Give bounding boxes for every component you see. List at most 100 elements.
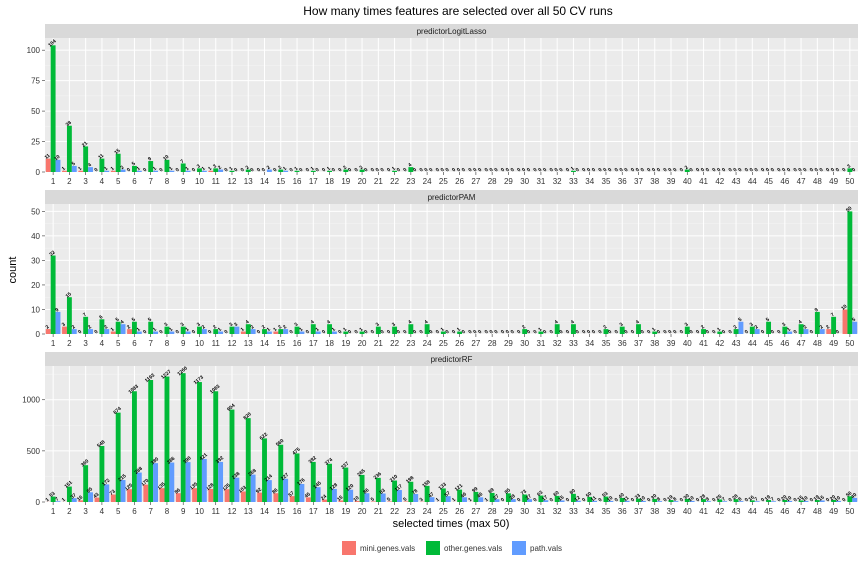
data-label: 227 [280,472,290,482]
data-label: 5 [370,496,376,503]
data-label: 4 [87,162,93,169]
data-label: 1 [61,497,67,504]
bar-other.genes.vals [749,500,755,502]
x-tick-label: 8 [165,339,170,348]
data-label: 1 [207,166,213,173]
bar-other.genes.vals [375,326,381,334]
data-label: 0 [728,167,734,174]
data-label: 0 [732,167,738,174]
data-label: 7 [180,158,186,165]
data-label: 10 [606,495,614,503]
data-label: 0 [493,329,499,336]
bar-path.vals [819,329,825,334]
x-tick-label: 18 [325,507,334,516]
data-label: 0 [240,167,246,174]
data-label: 0 [721,167,727,174]
data-label: 2 [602,324,608,331]
data-label: 15 [336,494,344,502]
bar-path.vals [153,463,159,502]
bar-path.vals [787,500,793,502]
data-label: 0 [744,497,750,504]
data-label: 3 [293,322,299,329]
data-label: 15 [557,494,565,502]
data-label: 30 [683,493,691,501]
data-label: 16 [748,494,756,502]
data-label: 12 [574,495,582,503]
data-label: 0 [797,167,803,174]
data-label: 8 [672,496,678,503]
x-tick-label: 21 [374,507,383,516]
data-label: 0 [597,497,603,504]
data-label: 5 [851,317,857,324]
data-label: 1 [716,326,722,333]
bar-other.genes.vals [66,125,72,172]
bar-other.genes.vals [327,170,332,172]
data-label: 0 [321,329,327,336]
x-tick-label: 49 [829,507,838,516]
data-label: 0 [445,329,451,336]
panel-strip-label: predictorPAM [428,193,476,202]
x-tick-label: 32 [553,177,562,186]
x-tick-label: 30 [520,507,529,516]
data-label: 2 [212,324,218,331]
data-label: 2 [277,164,283,171]
data-label: 7 [721,496,727,503]
bar-other.genes.vals [359,474,365,502]
data-label: 172 [101,478,111,488]
legend-swatch [512,541,526,555]
bar-path.vals [754,329,760,334]
data-label: 80 [569,488,577,496]
bar-path.vals [640,500,646,502]
data-label: 6 [98,314,104,321]
data-label: 3 [749,322,755,329]
bar-other.genes.vals [766,321,772,334]
data-label: 3 [180,322,186,329]
data-label: 0 [435,329,441,336]
data-label: 0 [315,167,321,174]
data-label: 4 [119,319,125,326]
bar-path.vals [624,500,630,502]
data-label: 4 [326,319,332,326]
data-label: 1 [266,326,272,333]
data-label: 1 [61,166,67,173]
x-tick-label: 2 [67,339,72,348]
data-label: 0 [565,329,571,336]
data-label: 125 [124,482,134,492]
bar-other.genes.vals [684,326,690,334]
data-label: 0 [651,167,657,174]
bar-mini.genes.vals [62,326,67,334]
bar-other.genes.vals [538,495,544,502]
data-label: 4 [407,319,413,326]
bar-other.genes.vals [571,170,576,172]
x-tick-label: 11 [212,339,221,348]
bar-other.genes.vals [408,167,414,172]
bar-other.genes.vals [717,499,723,502]
data-label: 0 [830,167,836,174]
bar-path.vals [136,472,142,502]
x-tick-label: 32 [553,339,562,348]
data-label: 5 [386,496,392,503]
x-tick-label: 27 [471,507,480,516]
bar-other.genes.vals [245,324,251,334]
bar-other.genes.vals [652,331,658,334]
bar-path.vals [218,169,224,172]
x-tick-label: 33 [569,339,578,348]
data-label: 0 [402,167,408,174]
data-label: 0 [380,167,386,174]
data-label: 20 [780,494,788,502]
x-tick-label: 29 [504,177,513,186]
bar-other.genes.vals [131,391,137,502]
bar-mini.genes.vals [208,488,214,502]
x-tick-label: 16 [293,339,302,348]
x-tick-label: 23 [406,507,415,516]
x-tick-label: 36 [618,177,627,186]
x-tick-label: 14 [260,177,269,186]
legend-label: path.vals [530,544,562,553]
data-label: 0 [558,167,564,174]
data-label: 4 [407,162,413,169]
x-tick-label: 47 [797,177,806,186]
bar-other.genes.vals [343,169,349,172]
bar-other.genes.vals [814,311,820,334]
data-label: 0 [679,329,685,336]
bar-mini.genes.vals [208,170,214,172]
